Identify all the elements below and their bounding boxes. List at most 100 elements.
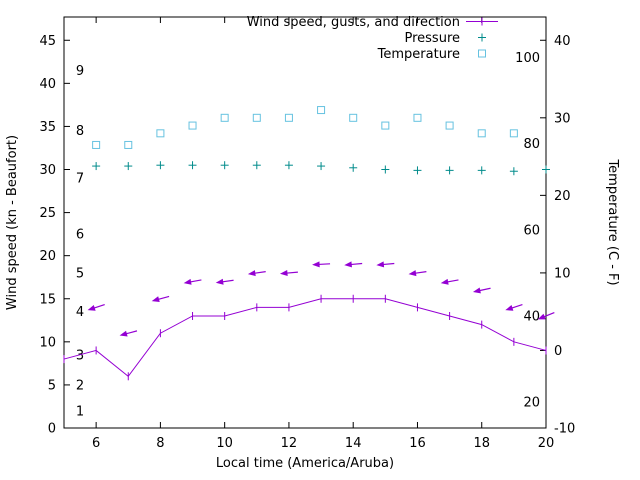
gust-direction-arrow bbox=[376, 261, 395, 268]
x-tick-label: 16 bbox=[409, 436, 426, 451]
gust-arrow-shaft bbox=[93, 304, 105, 309]
gust-arrow-shaft bbox=[510, 304, 523, 309]
gust-arrow-head bbox=[312, 261, 320, 268]
gust-direction-arrow bbox=[505, 304, 523, 311]
x-tick-label: 6 bbox=[92, 436, 100, 451]
temperature-point bbox=[509, 129, 518, 138]
beaufort-scale-label: 2 bbox=[76, 378, 84, 393]
y-left-tick-label: 15 bbox=[39, 292, 56, 307]
gust-arrow-shaft bbox=[189, 279, 202, 283]
temperature-point bbox=[188, 121, 197, 130]
gust-arrow-head bbox=[215, 278, 224, 285]
gust-arrow-head bbox=[87, 304, 96, 311]
beaufort-scale-label: 5 bbox=[76, 266, 84, 281]
x-tick-label: 8 bbox=[156, 436, 164, 451]
y-left-tick-label: 10 bbox=[39, 335, 56, 350]
x-tick-label: 12 bbox=[281, 436, 298, 451]
axis-ticks: 6 8 10 12 14 16 18 20051015202530354045-1001020… bbox=[39, 17, 575, 451]
temperature-point bbox=[317, 106, 326, 115]
y-left-tick-label: 5 bbox=[48, 378, 56, 393]
scale-labels: 1 2 3 4 5 6 7 8 9 20 40 60 80 100 bbox=[76, 51, 540, 419]
gust-direction-arrow bbox=[312, 261, 331, 268]
x-tick-label: 14 bbox=[345, 436, 362, 451]
gust-arrow-head bbox=[376, 261, 385, 268]
y-right-tick-label: 30 bbox=[554, 111, 571, 126]
temperature-point bbox=[381, 121, 390, 130]
gust-arrow-shaft bbox=[478, 287, 491, 292]
y-left-tick-label: 25 bbox=[39, 206, 56, 221]
gust-arrow-shaft bbox=[414, 271, 427, 274]
gust-direction-arrow bbox=[151, 295, 170, 303]
gust-arrow-head bbox=[440, 278, 449, 285]
gust-arrow-head bbox=[408, 270, 417, 277]
temperature-point bbox=[477, 129, 486, 138]
y-left-tick-label: 40 bbox=[39, 77, 56, 92]
y-right-axis-label: Temperature (C - F) bbox=[605, 158, 620, 285]
gust-arrow-head bbox=[247, 270, 256, 277]
legend-temperature-sample bbox=[478, 49, 486, 58]
fahrenheit-scale-label: 80 bbox=[523, 137, 540, 152]
x-tick-label: 20 bbox=[538, 436, 555, 451]
beaufort-scale-label: 1 bbox=[76, 404, 84, 419]
temperature-point bbox=[220, 113, 229, 122]
temperature-point bbox=[445, 121, 454, 130]
wind-speed-series bbox=[63, 294, 547, 381]
legend-markers bbox=[466, 17, 498, 58]
beaufort-scale-label: 4 bbox=[76, 305, 84, 320]
y-right-tick-label: 10 bbox=[554, 266, 571, 281]
gust-arrow-shaft bbox=[285, 271, 298, 274]
gust-arrow-shaft bbox=[253, 271, 266, 274]
y-right-tick-label: -10 bbox=[554, 422, 575, 437]
pressure-series bbox=[92, 161, 550, 176]
y-left-axis-label: Wind speed (kn - Beaufort) bbox=[5, 135, 20, 310]
gust-direction-arrow bbox=[87, 304, 105, 311]
gust-arrow-head bbox=[344, 261, 352, 268]
y-right-tick-label: 20 bbox=[554, 189, 571, 204]
temperature-point bbox=[156, 129, 165, 138]
beaufort-scale-label: 6 bbox=[76, 228, 84, 243]
gust-direction-arrow bbox=[472, 287, 491, 294]
temperature-point bbox=[284, 113, 293, 122]
gust-arrow-shaft bbox=[125, 330, 138, 335]
gust-direction-arrow bbox=[537, 312, 555, 320]
gust-arrow-head bbox=[279, 270, 288, 277]
y-right-tick-label: 40 bbox=[554, 34, 571, 49]
temperature-point bbox=[92, 140, 101, 149]
gust-arrow-head bbox=[183, 278, 192, 285]
fahrenheit-scale-label: 40 bbox=[523, 309, 540, 324]
legend-pressure-label: Pressure bbox=[404, 31, 460, 46]
beaufort-scale-label: 7 bbox=[76, 172, 84, 187]
gust-arrow-shaft bbox=[157, 295, 170, 301]
y-left-tick-label: 30 bbox=[39, 163, 56, 178]
gust-direction-arrow bbox=[215, 278, 234, 285]
gust-direction-arrow bbox=[440, 278, 459, 285]
y-left-tick-label: 20 bbox=[39, 249, 56, 264]
gust-arrow-head bbox=[505, 304, 514, 311]
gust-direction-arrow bbox=[183, 278, 202, 285]
beaufort-scale-label: 9 bbox=[76, 64, 84, 79]
x-tick-label: 10 bbox=[216, 436, 233, 451]
plot-border bbox=[63, 16, 547, 429]
temperature-point bbox=[349, 113, 358, 122]
gust-arrow-head bbox=[151, 296, 160, 303]
x-axis-label: Local time (America/Aruba) bbox=[216, 456, 394, 471]
gust-arrow-head bbox=[119, 330, 128, 337]
beaufort-scale-label: 8 bbox=[76, 124, 84, 139]
gust-arrow-shaft bbox=[350, 262, 363, 266]
legend-wind-label: Wind speed, gusts, and direction bbox=[247, 15, 460, 30]
fahrenheit-scale-label: 100 bbox=[515, 51, 540, 66]
y-left-tick-label: 35 bbox=[39, 120, 56, 135]
y-left-tick-label: 0 bbox=[48, 422, 56, 437]
wind-gusts-series bbox=[87, 261, 555, 337]
gust-arrow-shaft bbox=[542, 312, 555, 318]
legend-temperature-label: Temperature bbox=[377, 47, 460, 62]
gust-arrow-head bbox=[472, 287, 481, 294]
gust-arrow-shaft bbox=[318, 263, 331, 266]
temperature-point bbox=[124, 140, 133, 149]
gust-direction-arrow bbox=[344, 261, 363, 268]
temperature-point bbox=[413, 113, 422, 122]
gust-direction-arrow bbox=[279, 270, 298, 277]
temperature-point bbox=[252, 113, 261, 122]
